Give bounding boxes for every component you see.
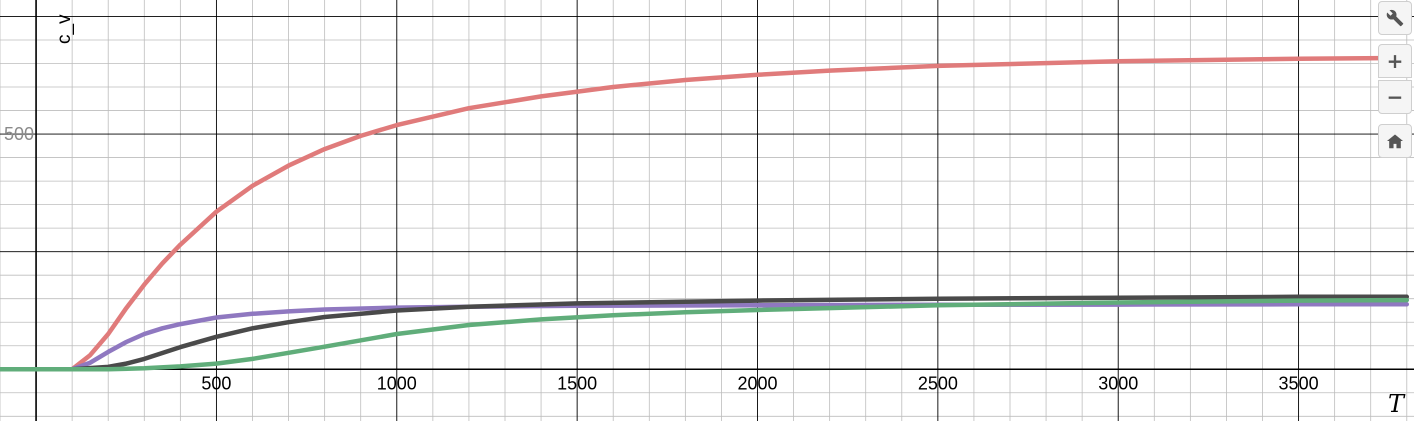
x-tick-label: 3500: [1279, 373, 1319, 393]
y-tick-label: 500: [4, 124, 34, 144]
x-tick-label: 3000: [1098, 373, 1138, 393]
y-tick-labels: 500: [4, 124, 34, 144]
x-axis-label: T: [1388, 390, 1406, 418]
x-tick-labels: 500 1000 1500 2000 2500 3000 3500: [201, 373, 1318, 393]
x-tick-label: 2500: [918, 373, 958, 393]
zoom-in-button[interactable]: +: [1378, 44, 1412, 78]
series-line-3[interactable]: [0, 294, 1410, 372]
zoom-out-button[interactable]: −: [1378, 80, 1412, 114]
plus-icon: +: [1386, 49, 1404, 73]
series-line-1[interactable]: [0, 55, 1410, 372]
home-button[interactable]: [1378, 124, 1412, 158]
x-tick-label: 500: [201, 373, 231, 393]
series-lines: [0, 55, 1410, 372]
home-icon: [1387, 134, 1403, 149]
x-tick-label: 1500: [557, 373, 597, 393]
y-axis-label: c_v: [54, 14, 75, 44]
x-tick-label: 2000: [737, 373, 777, 393]
x-tick-label: 1000: [377, 373, 417, 393]
wrench-icon: [1386, 9, 1404, 27]
series-line-4[interactable]: [0, 297, 1410, 372]
settings-button[interactable]: [1378, 1, 1412, 35]
minus-icon: −: [1386, 85, 1404, 109]
